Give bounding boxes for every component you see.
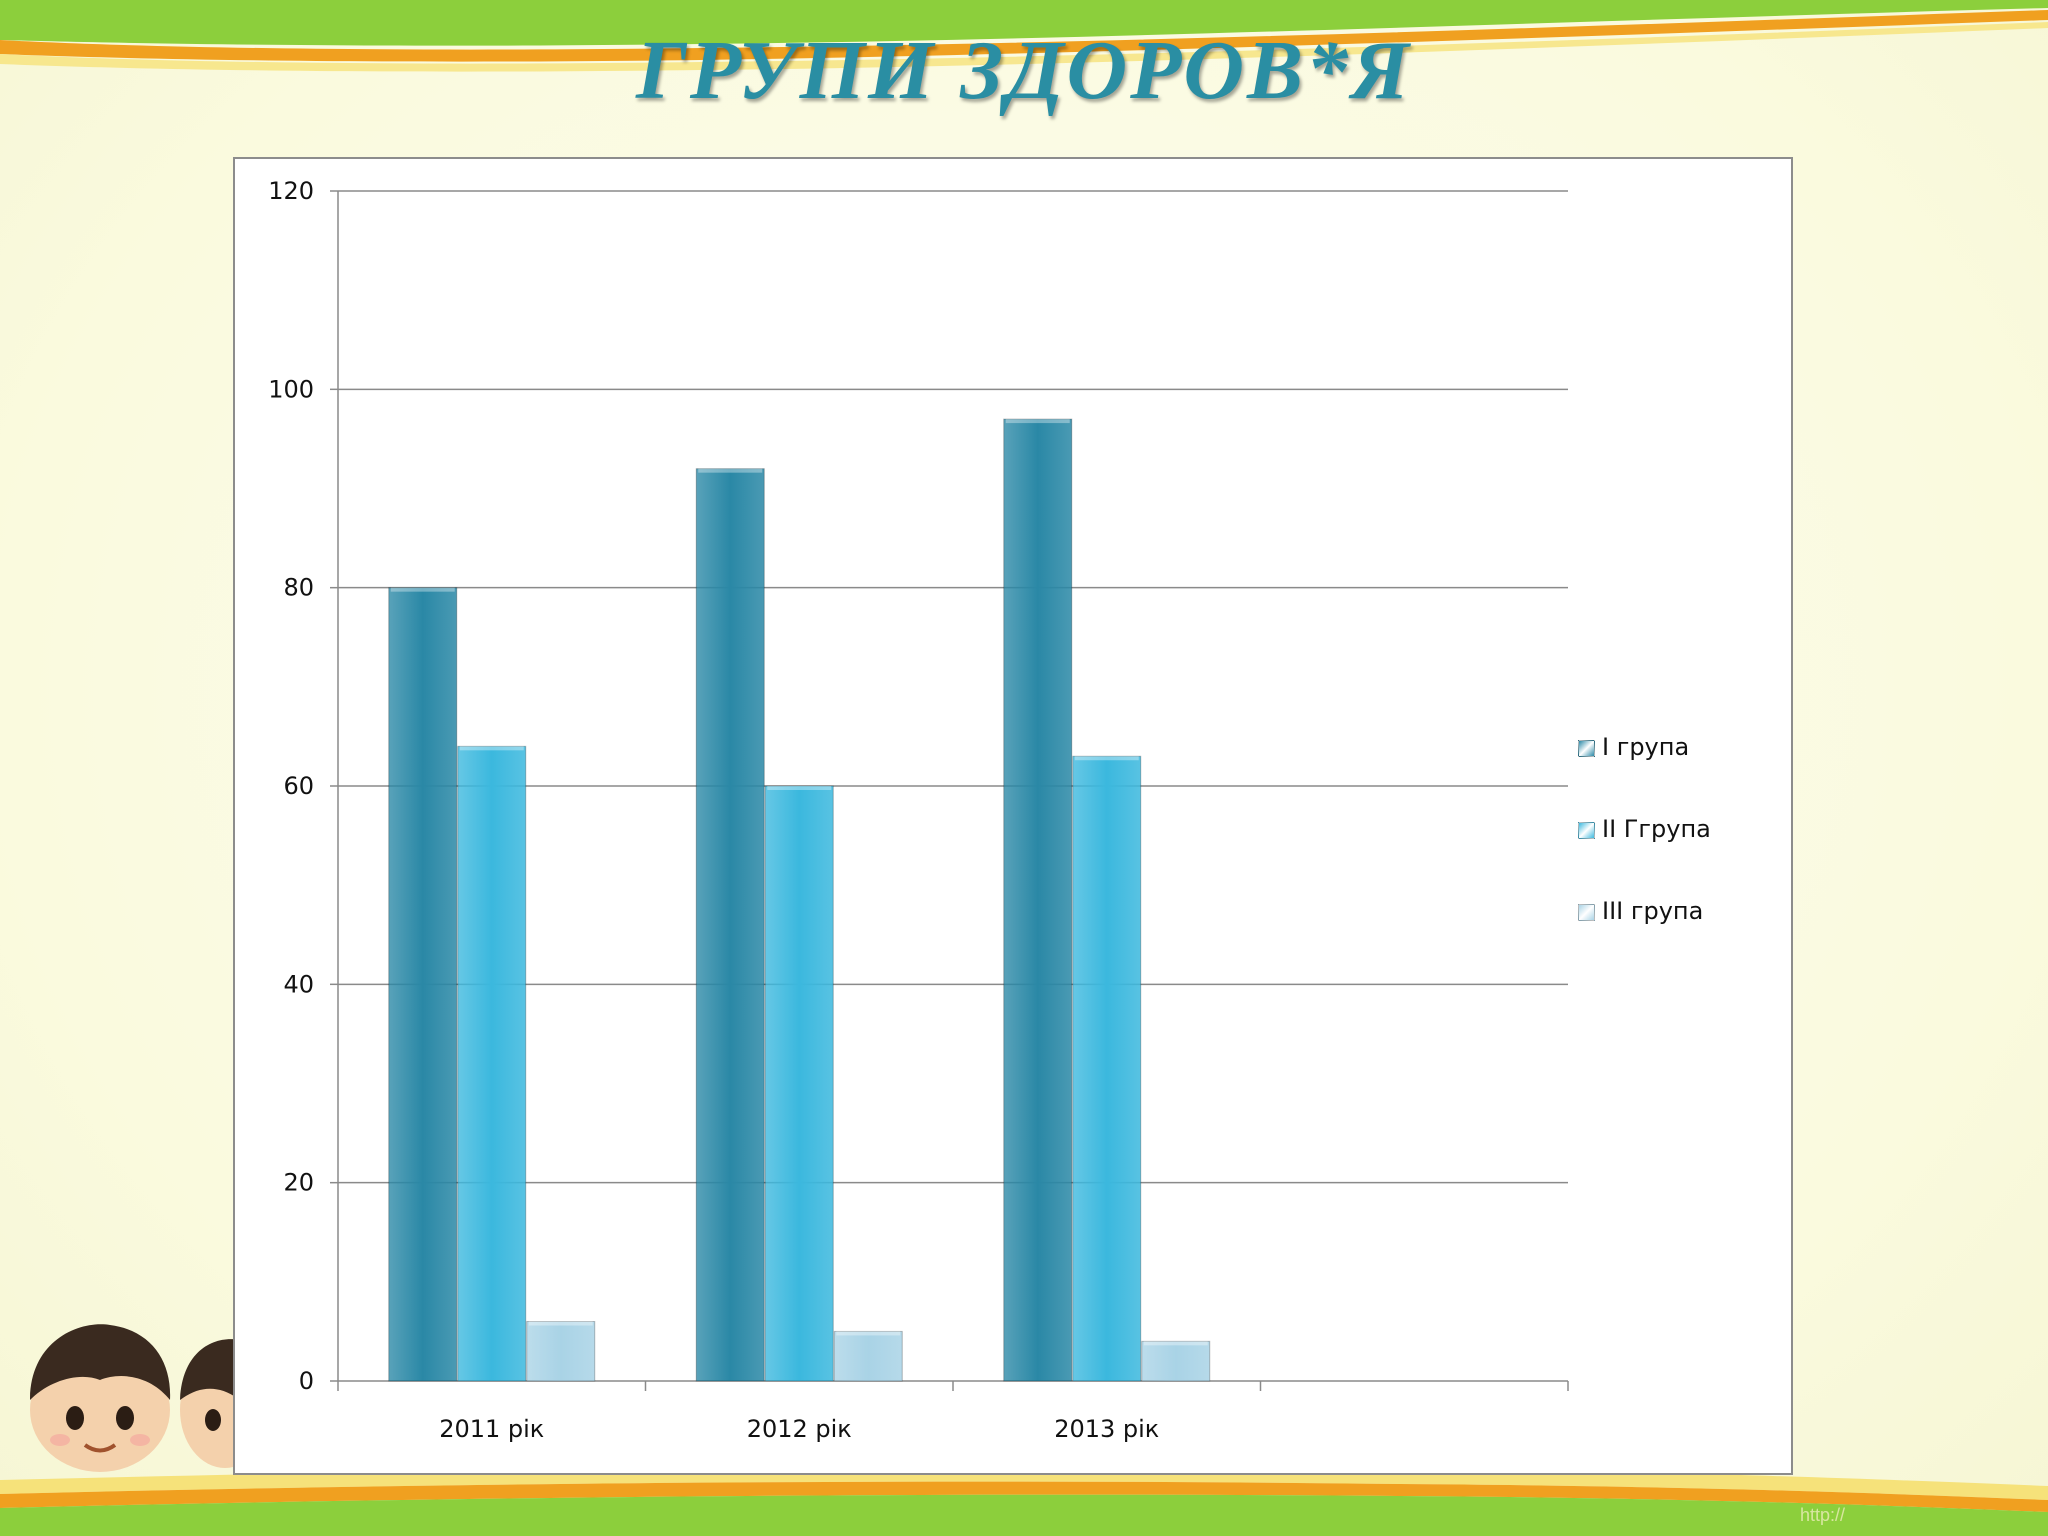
top-yellow-band — [0, 22, 2048, 72]
x-tick-label: 2013 рік — [1054, 1415, 1159, 1443]
y-tick-label: 60 — [283, 772, 314, 800]
chart-frame: 0 20 40 60 80 100 120 2011 рік 2012 рік 2013 рік — [233, 157, 1793, 1475]
legend-label: І група — [1602, 733, 1690, 761]
bottom-orange-band — [0, 1481, 2048, 1512]
y-tick-label: 0 — [299, 1367, 314, 1395]
top-green-band — [0, 0, 2048, 46]
bar — [833, 1330, 903, 1382]
bar-highlight — [698, 468, 763, 473]
top-orange-band — [0, 10, 2048, 62]
bar — [526, 1321, 596, 1382]
legend-swatch — [1578, 904, 1595, 921]
bar — [1072, 755, 1142, 1382]
bar — [1003, 418, 1073, 1382]
legend-item: ІІІ група — [1578, 897, 1711, 979]
bar — [695, 468, 765, 1382]
y-tick-label: 20 — [283, 1169, 314, 1197]
bar-highlight — [1143, 1341, 1208, 1346]
bar-highlight — [390, 587, 455, 592]
x-tick-label: 2012 рік — [747, 1415, 852, 1443]
legend-item: І група — [1578, 733, 1711, 815]
watermark-text: http:// — [1800, 1505, 1846, 1525]
y-tick-label: 100 — [268, 375, 314, 403]
legend-item: ІІ Ггрупа — [1578, 815, 1711, 897]
chart-legend: І група ІІ Ггрупа ІІІ група — [1578, 733, 1711, 979]
legend-label: ІІІ група — [1602, 897, 1704, 925]
cartoon-boy-left — [30, 1324, 171, 1472]
bar-highlight — [1074, 756, 1139, 761]
legend-swatch — [1578, 740, 1595, 757]
bar-highlight — [836, 1331, 901, 1336]
legend-label: ІІ Ггрупа — [1602, 815, 1711, 843]
bottom-green-band — [0, 1494, 2048, 1536]
bar — [388, 587, 458, 1382]
bar-highlight — [459, 746, 524, 751]
bar-highlight — [1005, 419, 1070, 424]
bar — [1141, 1340, 1211, 1382]
y-tick-label: 120 — [268, 177, 314, 205]
legend-swatch — [1578, 822, 1595, 839]
bar-highlight — [767, 786, 832, 790]
bar — [764, 785, 834, 1382]
y-tick-label: 40 — [283, 970, 314, 998]
bar — [457, 745, 527, 1382]
x-tick-label: 2011 рік — [439, 1415, 544, 1443]
bar-chart: 0 20 40 60 80 100 120 2011 рік 2012 рік 2013 рік — [268, 177, 1569, 1443]
bar-highlight — [528, 1321, 593, 1326]
y-tick-label: 80 — [283, 574, 314, 602]
slide-title: ГРУПИ ЗДОРОВ*Я — [636, 24, 1412, 117]
